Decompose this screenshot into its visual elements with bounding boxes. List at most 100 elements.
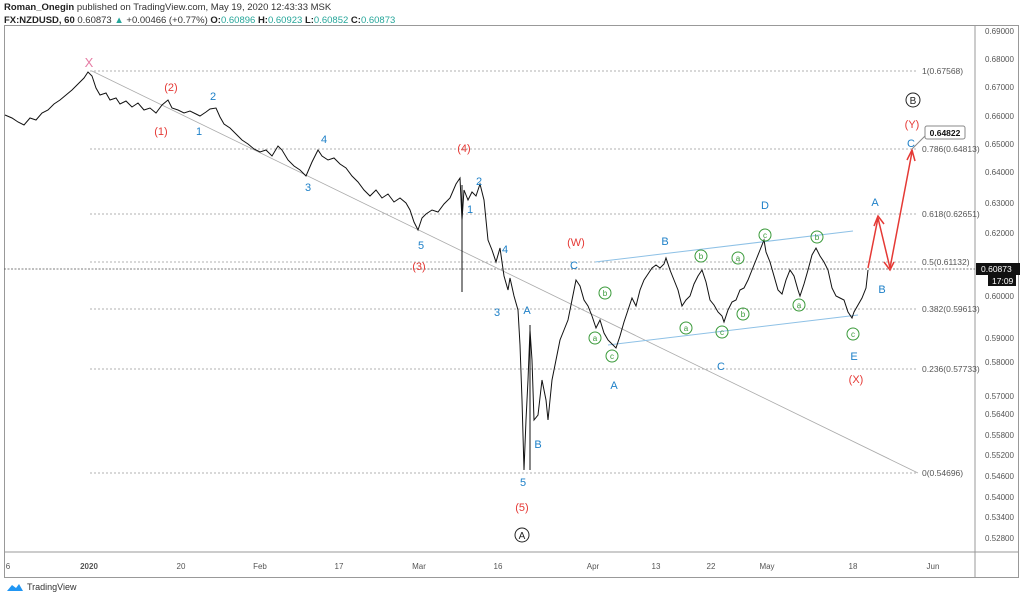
svg-text:b: b <box>603 289 608 298</box>
svg-text:(5): (5) <box>515 502 528 514</box>
svg-text:16: 16 <box>494 562 503 571</box>
svg-text:0.618(0.62651): 0.618(0.62651) <box>922 209 980 219</box>
svg-text:0.67000: 0.67000 <box>985 83 1014 92</box>
wave-labels: X (2) (1) 2 1 4 3 5 (3) (4) 2 1 4 3 A B … <box>85 55 920 514</box>
current-price-tag <box>976 263 1020 275</box>
svg-text:0.64822: 0.64822 <box>930 128 961 138</box>
svg-text:0.55800: 0.55800 <box>985 431 1014 440</box>
svg-text:0(0.54696): 0(0.54696) <box>922 468 963 478</box>
svg-text:0.62000: 0.62000 <box>985 229 1014 238</box>
svg-text:18: 18 <box>849 562 858 571</box>
svg-text:3: 3 <box>305 182 311 194</box>
svg-text:a: a <box>797 301 802 310</box>
svg-text:(2): (2) <box>164 82 177 94</box>
svg-text:A: A <box>610 380 618 392</box>
svg-text:A: A <box>519 531 526 542</box>
svg-text:a: a <box>593 334 598 343</box>
author[interactable]: Roman_Onegin <box>4 2 75 13</box>
low-value: 0.60852 <box>313 15 349 26</box>
target-callout <box>924 125 966 140</box>
svg-text:0.68000: 0.68000 <box>985 55 1014 64</box>
svg-text:0.56400: 0.56400 <box>985 410 1014 419</box>
chart-frame <box>4 25 1019 578</box>
fib-trend-line <box>91 70 919 474</box>
svg-text:0.57000: 0.57000 <box>985 392 1014 401</box>
symbol: FX:NZDUSD, 60 <box>4 15 75 26</box>
svg-text:a: a <box>684 324 689 333</box>
svg-text:0.63000: 0.63000 <box>985 199 1014 208</box>
svg-text:c: c <box>720 328 724 337</box>
svg-text:0.54600: 0.54600 <box>985 472 1014 481</box>
price-change: +0.00466 (+0.77%) <box>126 15 208 26</box>
svg-text:5: 5 <box>520 477 526 489</box>
svg-text:0.54000: 0.54000 <box>985 493 1014 502</box>
svg-text:6: 6 <box>6 562 11 571</box>
svg-text:Apr: Apr <box>587 562 600 571</box>
svg-text:1: 1 <box>467 204 473 216</box>
brand-label[interactable]: TradingView <box>27 582 77 592</box>
svg-text:C: C <box>570 260 578 272</box>
svg-text:0.55200: 0.55200 <box>985 451 1014 460</box>
svg-text:a: a <box>736 254 741 263</box>
svg-text:(W): (W) <box>567 237 585 249</box>
svg-text:B: B <box>910 96 917 107</box>
svg-text:2: 2 <box>210 91 216 103</box>
svg-text:0.786(0.64813): 0.786(0.64813) <box>922 144 980 154</box>
up-arrow-icon: ▲ <box>114 15 124 26</box>
svg-text:0.65000: 0.65000 <box>985 140 1014 149</box>
svg-text:0.53400: 0.53400 <box>985 513 1014 522</box>
svg-text:4: 4 <box>502 244 508 256</box>
svg-text:0.236(0.57733): 0.236(0.57733) <box>922 364 980 374</box>
svg-text:Jun: Jun <box>927 562 940 571</box>
svg-text:B: B <box>661 236 668 248</box>
svg-text:C: C <box>717 361 725 373</box>
svg-text:B: B <box>878 284 885 296</box>
svg-text:E: E <box>850 351 857 363</box>
countdown-tag <box>988 275 1016 286</box>
close-value: 0.60873 <box>360 15 396 26</box>
svg-text:C: C <box>907 138 915 150</box>
svg-text:4: 4 <box>321 134 327 146</box>
svg-text:0.5(0.61132): 0.5(0.61132) <box>922 257 970 267</box>
svg-text:c: c <box>851 330 855 339</box>
svg-text:17: 17 <box>335 562 344 571</box>
svg-text:2020: 2020 <box>80 562 98 571</box>
svg-text:13: 13 <box>652 562 661 571</box>
circled-labels: A B <box>514 92 921 543</box>
svg-text:0.60000: 0.60000 <box>985 292 1014 301</box>
projection-arrows <box>867 147 916 272</box>
svg-text:17:09: 17:09 <box>992 276 1014 286</box>
svg-text:0.59000: 0.59000 <box>985 334 1014 343</box>
svg-text:22: 22 <box>707 562 716 571</box>
fib-labels: 1(0.67568) 0.786(0.64813) 0.618(0.62651)… <box>922 66 980 478</box>
chart-header: Roman_Onegin published on TradingView.co… <box>4 2 396 26</box>
svg-text:X: X <box>85 55 94 70</box>
published-info: published on TradingView.com, May 19, 20… <box>76 2 332 13</box>
svg-text:1(0.67568): 1(0.67568) <box>922 66 963 76</box>
svg-text:B: B <box>534 439 541 451</box>
svg-text:(Y): (Y) <box>905 119 920 131</box>
svg-text:3: 3 <box>494 307 500 319</box>
triangle-channel <box>594 230 859 346</box>
svg-text:c: c <box>763 231 767 240</box>
svg-text:0.52800: 0.52800 <box>985 534 1014 543</box>
svg-text:0.58000: 0.58000 <box>985 358 1014 367</box>
svg-text:b: b <box>815 233 820 242</box>
svg-text:May: May <box>759 562 774 571</box>
svg-text:0.66000: 0.66000 <box>985 112 1014 121</box>
svg-text:(3): (3) <box>412 261 425 273</box>
price-axis[interactable]: 0.69000 0.68000 0.67000 0.66000 0.65000 … <box>985 27 1014 543</box>
svg-text:b: b <box>741 310 746 319</box>
svg-text:(X): (X) <box>849 374 864 386</box>
footer: TradingView <box>6 582 77 592</box>
svg-text:D: D <box>761 200 769 212</box>
time-axis[interactable]: 6 2020 20 Feb 17 Mar 16 Apr 13 22 May 18… <box>6 562 940 571</box>
svg-text:0.60873: 0.60873 <box>981 264 1012 274</box>
price-series <box>4 71 869 471</box>
svg-text:Mar: Mar <box>412 562 426 571</box>
svg-text:A: A <box>871 197 879 209</box>
fib-levels <box>90 70 918 474</box>
svg-text:Feb: Feb <box>253 562 267 571</box>
svg-text:0.64000: 0.64000 <box>985 168 1014 177</box>
